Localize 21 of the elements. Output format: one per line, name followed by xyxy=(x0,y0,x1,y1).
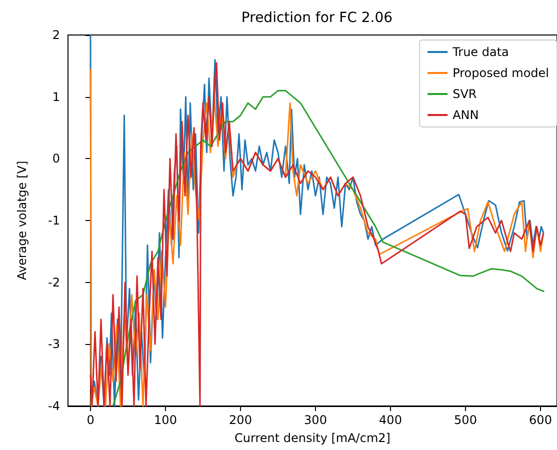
x-tick-label: 600 xyxy=(529,413,552,427)
y-axis-title: Average volatge [V] xyxy=(15,160,29,280)
x-tick-label: 100 xyxy=(154,413,177,427)
y-tick-label: -4 xyxy=(48,399,60,413)
legend-label: True data xyxy=(452,45,509,59)
x-tick-label: 500 xyxy=(454,413,477,427)
y-tick-label: -3 xyxy=(48,337,60,352)
legend-label: Proposed model xyxy=(452,66,550,80)
x-tick-label: 300 xyxy=(304,413,327,427)
y-tick-label: 2 xyxy=(52,28,60,42)
x-axis-title: Current density [mA/cm2] xyxy=(234,431,390,445)
y-tick-label: -2 xyxy=(48,275,60,290)
legend-label: SVR xyxy=(452,87,477,101)
legend-label: ANN xyxy=(452,108,479,122)
x-tick-label: 400 xyxy=(379,413,402,427)
x-tick-label: 0 xyxy=(86,413,94,427)
y-tick-label: 0 xyxy=(52,152,60,166)
y-tick-label: -1 xyxy=(48,214,60,228)
chart-title: Prediction for FC 2.06 xyxy=(241,10,393,26)
y-tick-label: 1 xyxy=(52,90,60,104)
x-tick-label: 200 xyxy=(229,413,252,427)
